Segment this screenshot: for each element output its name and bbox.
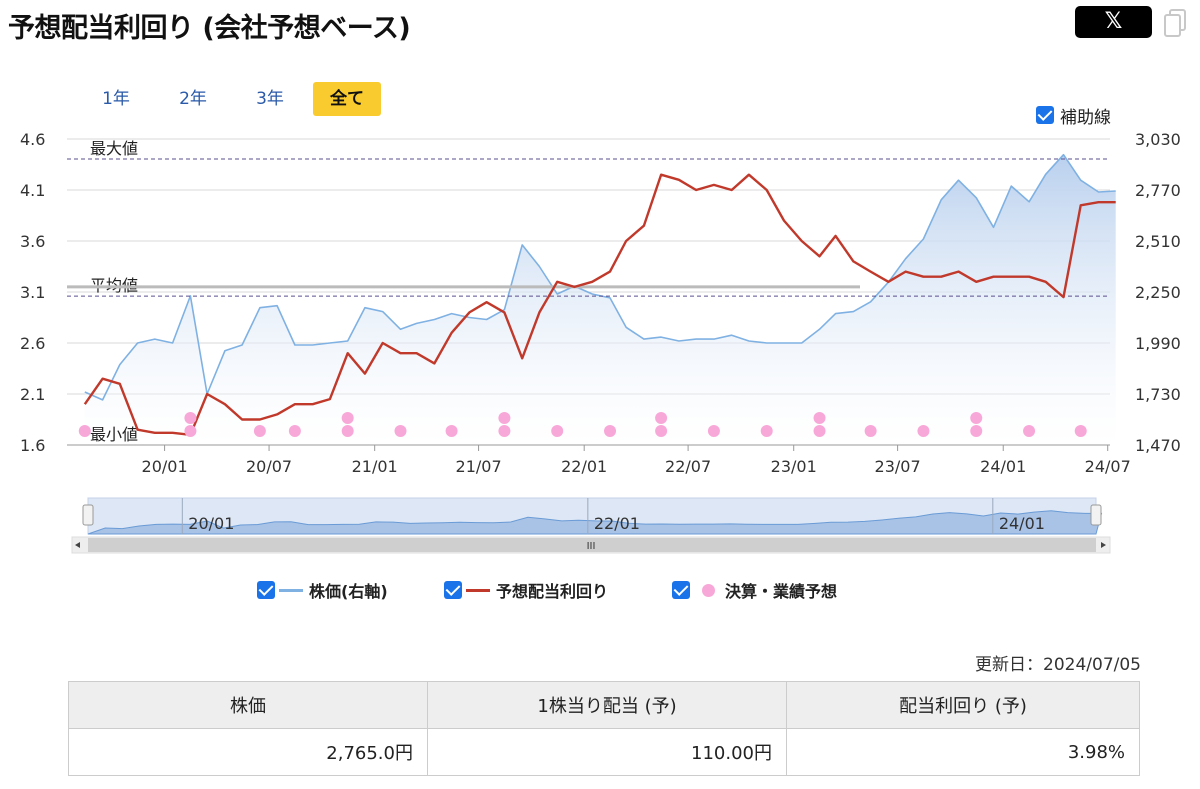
event-marker xyxy=(970,412,983,424)
event-marker xyxy=(341,412,354,424)
legend-events-swatch xyxy=(702,583,715,597)
event-marker xyxy=(184,412,197,424)
x-axis-tick-label: 22/07 xyxy=(665,457,711,476)
scroll-left-arrow-icon[interactable] xyxy=(75,542,80,548)
right-axis-tick-label: 1,470 xyxy=(1135,436,1181,455)
event-marker xyxy=(760,425,773,437)
range-3y-button[interactable]: 3年 xyxy=(256,89,284,109)
left-axis-tick-label: 4.1 xyxy=(20,181,45,200)
legend-yield-swatch xyxy=(466,588,490,592)
aux-lines-label: 補助線 xyxy=(1060,107,1111,128)
event-marker xyxy=(551,425,564,437)
reference-line-label: 最大値 xyxy=(90,139,138,158)
summary-table: 株価 1株当り配当 (予) 配当利回り (予) 2,765.0円 110.00円… xyxy=(68,681,1140,776)
event-marker xyxy=(707,425,720,437)
range-navigator[interactable]: 20/01 22/01 24/01 III xyxy=(0,496,1200,556)
copy-icon[interactable] xyxy=(1163,8,1187,38)
right-axis-tick-label: 2,250 xyxy=(1135,283,1181,302)
legend-price-swatch xyxy=(279,588,303,592)
legend-price[interactable]: 株価(右軸) xyxy=(257,578,388,602)
legend-events-label: 決算・業績予想 xyxy=(725,582,838,601)
x-axis-tick-label: 20/07 xyxy=(246,457,292,476)
right-axis-tick-label: 1,990 xyxy=(1135,334,1181,353)
right-axis-tick-label: 1,730 xyxy=(1135,385,1181,404)
navigator-right-handle[interactable] xyxy=(1090,504,1102,526)
dividend-yield-chart: 4.6 4.1 3.6 3.1 2.6 2.1 1.6 3,030 2,770 2,510 2,25… xyxy=(20,130,1181,476)
event-marker xyxy=(498,425,511,437)
left-axis-tick-label: 2.1 xyxy=(20,385,45,404)
event-marker xyxy=(655,412,668,424)
share-x-button[interactable]: 𝕏 xyxy=(1075,6,1152,38)
aux-lines-toggle[interactable]: 補助線 xyxy=(1036,104,1111,128)
right-axis-tick-label: 2,510 xyxy=(1135,232,1181,251)
value-dividend: 110.00円 xyxy=(427,728,787,776)
aux-lines-checkbox[interactable] xyxy=(1036,106,1054,124)
legend-price-label: 株価(右軸) xyxy=(309,582,388,601)
event-marker xyxy=(341,425,354,437)
navigator-tick-label: 22/01 xyxy=(594,514,640,533)
summary-value-row: 2,765.0円 110.00円 3.98% xyxy=(68,728,1140,776)
x-axis-tick-label: 20/01 xyxy=(142,457,188,476)
x-axis-tick-label: 23/07 xyxy=(875,457,921,476)
event-marker xyxy=(970,425,983,437)
navigator-series xyxy=(87,510,1103,535)
header-dividend: 1株当り配当 (予) xyxy=(427,681,787,729)
range-1y-button[interactable]: 1年 xyxy=(102,89,130,109)
updated-date: 更新日：2024/07/05 xyxy=(975,655,1141,675)
event-marker xyxy=(445,425,458,437)
chart-legend: 株価(右軸) 予想配当利回り 決算・業績予想 xyxy=(0,578,1200,602)
legend-yield-checkbox[interactable] xyxy=(444,581,462,599)
legend-yield[interactable]: 予想配当利回り xyxy=(444,578,608,602)
event-marker xyxy=(288,425,301,437)
yield-series-line xyxy=(83,173,1116,436)
x-axis-tick-label: 24/07 xyxy=(1085,457,1131,476)
right-axis-tick-label: 3,030 xyxy=(1135,130,1181,149)
left-axis-tick-label: 1.6 xyxy=(20,436,45,455)
scrollbar-thumb[interactable] xyxy=(88,538,1096,552)
event-marker xyxy=(917,425,930,437)
event-marker xyxy=(813,425,826,437)
price-area xyxy=(84,154,1116,445)
event-marker xyxy=(394,425,407,437)
x-axis-tick-label: 24/01 xyxy=(980,457,1026,476)
header-yield: 配当利回り (予) xyxy=(786,681,1140,729)
scrollbar-grip-icon[interactable]: III xyxy=(587,541,596,552)
legend-yield-label: 予想配当利回り xyxy=(496,582,609,601)
value-yield: 3.98% xyxy=(786,728,1140,776)
event-marker xyxy=(253,425,266,437)
left-axis-tick-label: 2.6 xyxy=(20,334,45,353)
navigator-tick-label: 24/01 xyxy=(999,514,1045,533)
event-marker xyxy=(864,425,877,437)
x-axis-tick-label: 23/01 xyxy=(771,457,817,476)
range-all-button[interactable]: 全て xyxy=(313,82,381,116)
event-marker xyxy=(813,412,826,424)
page-title: 予想配当利回り (会社予想ベース) xyxy=(8,13,411,44)
x-axis-tick-label: 22/01 xyxy=(561,457,607,476)
event-marker xyxy=(604,425,617,437)
event-marker xyxy=(184,425,197,437)
x-logo-icon: 𝕏 xyxy=(1104,9,1123,34)
x-axis-tick-label: 21/01 xyxy=(352,457,398,476)
left-axis-tick-label: 4.6 xyxy=(20,130,45,149)
event-marker xyxy=(78,425,91,437)
header-price: 株価 xyxy=(68,681,428,729)
legend-events-checkbox[interactable] xyxy=(672,581,690,599)
left-axis-tick-label: 3.6 xyxy=(20,232,45,251)
value-price: 2,765.0円 xyxy=(68,728,428,776)
range-2y-button[interactable]: 2年 xyxy=(179,89,207,109)
reference-line-label: 最小値 xyxy=(90,425,138,444)
event-marker xyxy=(1074,425,1087,437)
navigator-tick-label: 20/01 xyxy=(188,514,234,533)
x-axis-tick-label: 21/07 xyxy=(456,457,502,476)
event-marker xyxy=(655,425,668,437)
event-marker xyxy=(498,412,511,424)
left-axis-tick-label: 3.1 xyxy=(20,283,45,302)
legend-price-checkbox[interactable] xyxy=(257,581,275,599)
event-marker xyxy=(1023,425,1036,437)
legend-events[interactable]: 決算・業績予想 xyxy=(672,578,837,602)
navigator-left-handle[interactable] xyxy=(82,504,94,526)
scroll-right-arrow-icon[interactable] xyxy=(1101,542,1106,548)
right-axis-tick-label: 2,770 xyxy=(1135,181,1181,200)
summary-header-row: 株価 1株当り配当 (予) 配当利回り (予) xyxy=(68,681,1140,729)
